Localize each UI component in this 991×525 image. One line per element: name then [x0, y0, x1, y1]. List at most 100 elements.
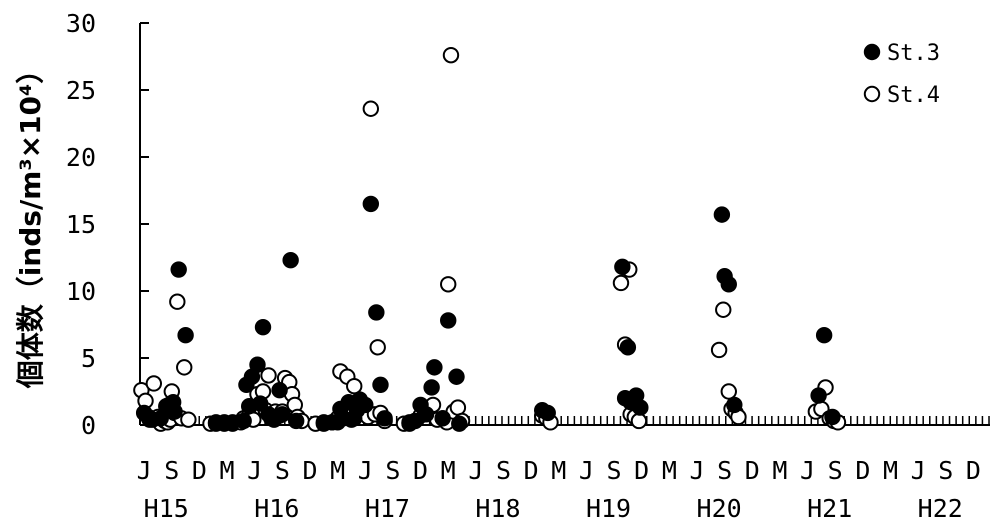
data-point-st4 — [720, 383, 737, 400]
y-tick-label: 20 — [66, 143, 96, 172]
data-point-st4 — [440, 276, 457, 293]
data-point-st4 — [346, 377, 363, 395]
x-tick-label: M — [662, 456, 677, 485]
data-point-st4 — [169, 293, 186, 310]
x-tick-label: M — [220, 456, 235, 485]
legend-label-st3: St.3 — [887, 41, 940, 66]
data-point-st3 — [539, 404, 556, 422]
year-label: H21 — [807, 494, 852, 523]
y-tick-label: 10 — [66, 277, 96, 306]
x-tick-label: S — [164, 456, 179, 485]
data-point-st4 — [369, 339, 386, 356]
data-point-st4 — [630, 412, 648, 430]
year-label: H17 — [365, 494, 410, 523]
x-tick-label: D — [302, 456, 317, 485]
data-points — [133, 46, 847, 432]
x-tick-label: S — [385, 456, 400, 485]
axes — [139, 22, 990, 426]
x-tick-label: J — [689, 456, 704, 485]
year-label: H16 — [254, 494, 299, 523]
x-tick-label: M — [330, 456, 345, 485]
year-label: H22 — [918, 494, 963, 523]
x-tick-label: S — [717, 456, 732, 485]
data-point-st3 — [249, 356, 266, 373]
data-point-st3 — [372, 376, 389, 393]
data-point-st4 — [176, 359, 193, 376]
data-point-st3 — [423, 379, 440, 396]
data-point-st3 — [815, 327, 833, 344]
data-point-st3 — [448, 368, 465, 385]
x-tick-label: S — [828, 456, 843, 485]
x-tick-label: S — [275, 456, 290, 485]
data-point-st3 — [357, 396, 374, 414]
year-label: H18 — [475, 494, 520, 523]
data-point-st4 — [260, 367, 277, 384]
legend-marker-st3 — [863, 43, 881, 61]
data-point-st3 — [252, 395, 269, 412]
x-tick-label: M — [551, 456, 566, 485]
legend-label-st4: St.4 — [887, 83, 940, 108]
data-point-st3 — [271, 381, 288, 399]
data-point-st3 — [451, 415, 468, 432]
x-tick-label: J — [468, 456, 483, 485]
data-point-st4 — [362, 100, 380, 117]
year-label: H19 — [586, 494, 631, 523]
y-tick-label: 5 — [81, 344, 96, 373]
data-point-st4 — [715, 301, 732, 318]
data-point-st3 — [282, 251, 299, 269]
data-point-st4 — [145, 375, 163, 392]
y-tick-label: 30 — [66, 9, 96, 38]
data-point-st3 — [619, 339, 637, 356]
data-point-st3 — [376, 410, 393, 427]
x-tick-label: M — [772, 456, 787, 485]
x-tick-label: J — [800, 456, 815, 485]
data-point-st3 — [170, 261, 187, 278]
data-point-st3 — [726, 396, 743, 414]
data-point-st4 — [710, 341, 728, 359]
year-label: H15 — [144, 494, 189, 523]
y-tick-label: 15 — [66, 210, 96, 239]
y-tick-label: 25 — [66, 76, 96, 105]
x-tick-label: D — [413, 456, 428, 485]
data-point-st4 — [612, 274, 630, 292]
y-tick-labels: 0 5 10 15 20 25 30 — [66, 9, 96, 440]
x-tick-label: D — [524, 456, 539, 485]
data-point-st3 — [235, 412, 252, 430]
data-point-st3 — [440, 312, 457, 329]
x-tick-label: J — [137, 456, 152, 485]
y-axis-title: 個体数（inds/m³×10⁴） — [14, 56, 47, 390]
y-axis-title-group: 個体数（inds/m³×10⁴） — [14, 56, 47, 390]
legend-marker-st4 — [863, 85, 881, 103]
data-point-st3 — [254, 318, 272, 336]
x-tick-label: J — [579, 456, 594, 485]
x-tick-label: D — [192, 456, 207, 485]
data-point-st3 — [166, 403, 183, 420]
data-point-st3 — [177, 327, 194, 344]
x-tick-label: D — [745, 456, 760, 485]
x-tick-label: S — [496, 456, 511, 485]
x-tick-label: M — [441, 456, 456, 485]
legend: St.3 St.4 — [863, 41, 940, 108]
data-point-st3 — [368, 304, 385, 321]
x-tick-label: J — [247, 456, 262, 485]
data-point-st4 — [449, 399, 467, 416]
data-point-st4 — [442, 46, 460, 64]
data-point-st3 — [362, 195, 380, 213]
x-tick-label: D — [634, 456, 649, 485]
y-tick-label: 0 — [81, 411, 96, 440]
data-point-st3 — [713, 206, 731, 223]
x-tick-label: D — [855, 456, 870, 485]
data-point-st3 — [632, 399, 649, 416]
x-tick-label: S — [607, 456, 622, 485]
x-tick-label: D — [966, 456, 981, 485]
data-point-st3 — [810, 387, 827, 404]
data-point-st3 — [426, 359, 443, 376]
data-point-st3 — [417, 406, 435, 423]
data-point-st3 — [287, 412, 305, 430]
x-tick-label: M — [883, 456, 898, 485]
x-tick-label: J — [911, 456, 926, 485]
x-tick-label: S — [938, 456, 953, 485]
x-tick-label: J — [358, 456, 373, 485]
